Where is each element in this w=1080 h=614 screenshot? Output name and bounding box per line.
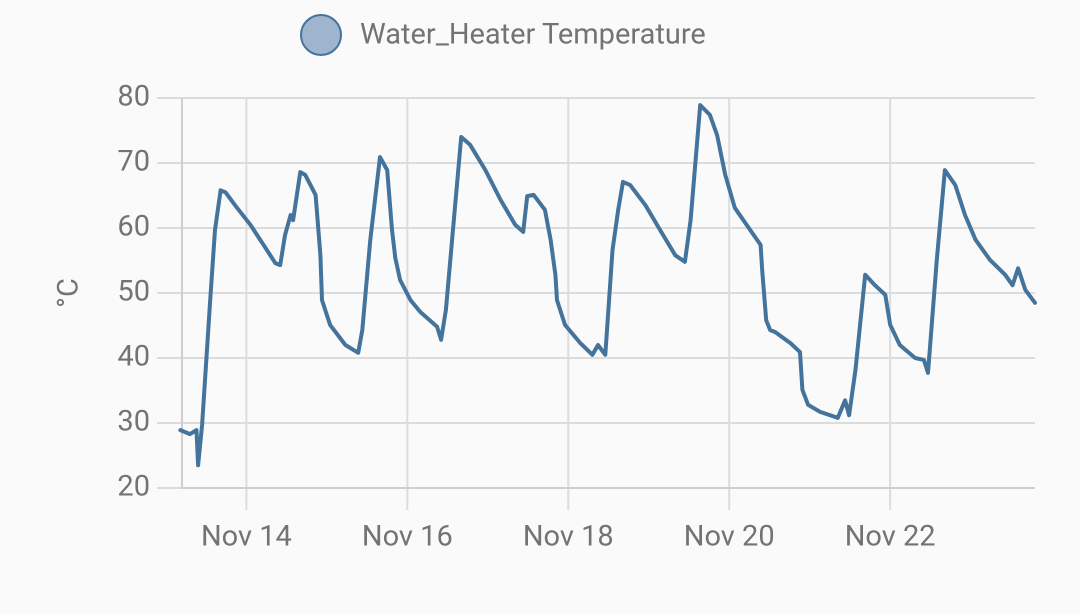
legend-label: Water_Heater Temperature [360,18,706,52]
x-tick-label: Nov 22 [845,520,936,554]
x-tick-label: Nov 18 [523,520,614,554]
y-tick-label: 30 [117,405,150,439]
line-series [178,103,1037,468]
y-tick-label: 70 [117,145,150,179]
y-tick-label: 50 [117,275,150,309]
x-tick-label: Nov 16 [362,520,453,554]
x-tick-label: Nov 14 [201,520,292,554]
y-tick-label: 40 [117,340,150,374]
legend-swatch [300,14,342,56]
y-tick-label: 20 [117,470,150,504]
y-axis-label: °C [52,278,86,308]
y-tick-label: 80 [117,80,150,114]
y-tick-label: 60 [117,210,150,244]
x-tick-label: Nov 20 [684,520,775,554]
